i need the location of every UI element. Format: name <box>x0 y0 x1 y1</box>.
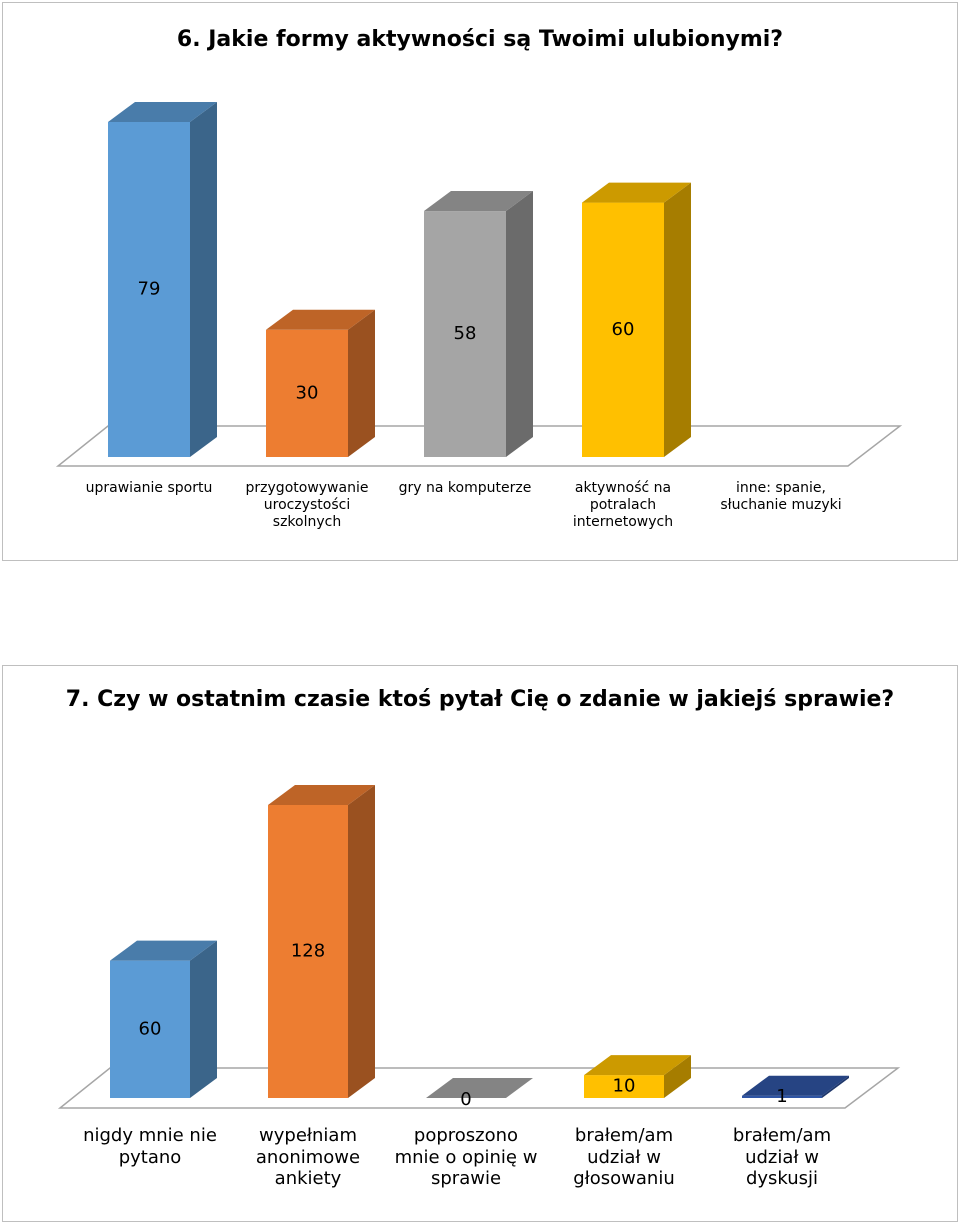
category-label: gry na komputerze <box>398 480 532 496</box>
bar <box>108 122 190 457</box>
value-label: 0 <box>460 1089 471 1110</box>
bar-top <box>742 1075 849 1096</box>
category-label: przygotowywanie uroczystości szkolnych <box>245 480 369 530</box>
category-label: brałem/am udział w głosowaniu <box>573 1125 675 1190</box>
value-label: 30 <box>296 382 319 403</box>
value-label: 58 <box>454 323 477 344</box>
chart-title: 7. Czy w ostatnim czasie ktoś pytał Cię … <box>66 687 894 712</box>
bar-top <box>426 1078 533 1098</box>
bar-side <box>190 940 217 1098</box>
bar <box>268 805 348 1098</box>
category-label: wypełniam anonimowe ankiety <box>255 1125 361 1190</box>
bar <box>582 202 664 457</box>
category-label: aktywność na potralach internetowych <box>572 480 674 530</box>
bar <box>742 1095 822 1098</box>
bar <box>110 960 190 1098</box>
category-label: inne: spanie, słuchanie muzyki <box>720 480 842 513</box>
bar-side <box>348 309 375 457</box>
bar-top <box>268 785 375 805</box>
bar-top <box>582 182 691 203</box>
bar-side <box>506 191 533 457</box>
bar-top <box>110 940 217 961</box>
category-label: brałem/am udział w dyskusji <box>732 1125 832 1190</box>
bar-side <box>822 1075 849 1098</box>
bar-side <box>664 182 691 457</box>
bar <box>266 329 348 457</box>
bar-top <box>108 102 217 122</box>
bar-side <box>348 785 375 1098</box>
category-label: nigdy mnie nie pytano <box>83 1125 217 1168</box>
category-label: poproszono mnie o opinię w sprawie <box>394 1125 538 1190</box>
bar-top <box>424 191 533 212</box>
value-label: 10 <box>613 1076 636 1097</box>
chart-title: 6. Jakie formy aktywności są Twoimi ulub… <box>177 27 783 52</box>
value-label: 60 <box>612 319 635 340</box>
category-label: uprawianie sportu <box>85 480 213 496</box>
bar <box>424 211 506 457</box>
bar-top <box>266 309 375 330</box>
value-label: 1 <box>776 1086 787 1107</box>
bar-side <box>190 102 217 457</box>
bar <box>584 1075 664 1098</box>
value-label: 60 <box>139 1018 162 1039</box>
bar-top <box>584 1055 691 1076</box>
value-label: 79 <box>138 279 161 300</box>
bar-side <box>664 1055 691 1098</box>
value-label: 128 <box>291 941 325 962</box>
